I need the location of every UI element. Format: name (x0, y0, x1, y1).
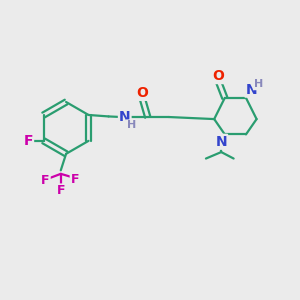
Text: O: O (136, 86, 148, 100)
Text: F: F (56, 184, 65, 197)
Text: F: F (41, 174, 50, 187)
Text: F: F (71, 172, 79, 186)
Text: O: O (212, 69, 224, 83)
Text: N: N (245, 82, 257, 97)
Text: N: N (119, 110, 130, 124)
Text: F: F (24, 134, 33, 148)
Text: H: H (127, 120, 136, 130)
Text: H: H (254, 79, 263, 89)
Text: N: N (215, 135, 227, 149)
